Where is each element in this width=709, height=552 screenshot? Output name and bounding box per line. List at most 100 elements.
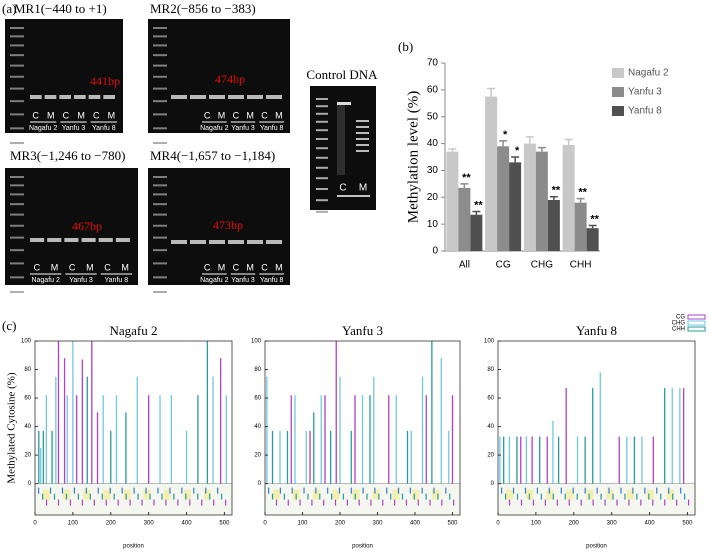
ladder-band (153, 75, 167, 78)
region-block (43, 489, 51, 500)
lane-label: C (233, 262, 240, 272)
site-tick (193, 487, 195, 494)
site-tick (668, 487, 670, 494)
site-tick (295, 493, 297, 500)
subplot-title: Nagafu 2 (109, 323, 157, 338)
y-tick-label: 60 (427, 84, 439, 95)
lane-label: C (204, 262, 211, 272)
sample-label: Yanfu 3 (231, 277, 255, 284)
y-tick-label: 30 (427, 165, 439, 176)
site-tick (548, 487, 550, 494)
lane-label: M (246, 110, 254, 120)
lane-label: M (108, 110, 116, 120)
site-tick (342, 493, 345, 500)
gel-image (148, 168, 290, 285)
ladder-band (153, 203, 167, 206)
site-tick (268, 487, 270, 494)
gel-image (148, 19, 290, 133)
site-tick (608, 487, 610, 494)
region-block (586, 489, 594, 500)
bar (586, 228, 599, 251)
sample-band (209, 95, 225, 99)
y-tick-label: 80 (24, 367, 31, 373)
sample-band (59, 95, 71, 99)
lane-label: M (359, 183, 367, 194)
bar (547, 199, 560, 251)
site-tick (327, 487, 329, 494)
control-band (356, 150, 369, 152)
plot-frame (497, 340, 696, 516)
site-tick (528, 493, 531, 500)
control-band (356, 120, 369, 122)
x-tick-label: 300 (372, 521, 383, 527)
x-tick-label: 100 (531, 521, 542, 527)
sample-label: Yanfu 3 (231, 125, 255, 132)
y-tick-label: 60 (24, 396, 31, 402)
y-tick-label: 0 (432, 246, 438, 257)
y-axis-title: Methylation level (%) (405, 91, 421, 223)
y-tick-label: 50 (427, 111, 439, 122)
significance-mark: ** (552, 185, 561, 197)
ladder-band (10, 113, 24, 116)
site-tick (105, 499, 107, 506)
site-tick (401, 493, 404, 500)
ladder-band (153, 127, 167, 130)
site-tick (516, 493, 519, 500)
site-tick (437, 493, 439, 500)
bar (446, 151, 459, 251)
ladder-band (316, 105, 328, 108)
site-tick (145, 487, 147, 494)
site-tick (688, 499, 690, 506)
site-tick (390, 493, 392, 500)
site-tick (660, 493, 662, 500)
site-tick (65, 493, 68, 500)
site-tick (323, 499, 325, 506)
site-tick (57, 499, 60, 506)
significance-mark: * (515, 145, 520, 157)
gel-title: MR2(−856 to −383) (150, 1, 256, 16)
ladder-band (316, 177, 328, 180)
site-tick (299, 499, 301, 506)
ladder-band (316, 156, 328, 159)
site-tick (449, 493, 451, 500)
sample-label: Nagafu 2 (200, 277, 229, 284)
site-tick (85, 487, 87, 494)
ladder-band (10, 54, 24, 57)
site-tick (315, 487, 317, 494)
site-tick (632, 487, 634, 494)
ladder-band (10, 35, 24, 38)
site-tick (366, 493, 368, 500)
bar (485, 96, 498, 251)
lane-label: C (32, 110, 39, 120)
site-tick (556, 499, 558, 506)
sample-label: Yanfu 8 (92, 125, 116, 132)
y-tick-label: 40 (487, 424, 494, 430)
sample-label: Yanfu 8 (260, 277, 284, 284)
ladder-band (316, 138, 328, 140)
site-tick (271, 493, 274, 500)
region-block (352, 489, 360, 500)
ladder-band (10, 27, 24, 29)
site-tick (656, 487, 658, 494)
site-tick (334, 499, 337, 506)
y-tick-label: 70 (427, 58, 439, 69)
site-tick (189, 499, 191, 506)
ladder-band (316, 199, 328, 202)
y-tick-label: 0 (28, 481, 32, 487)
legend-swatch (612, 106, 624, 116)
panel-label: (a) (2, 1, 16, 16)
ladder-band (316, 210, 328, 213)
ladder-band (10, 193, 24, 196)
site-tick (173, 493, 175, 500)
site-tick (604, 499, 606, 506)
y-tick-label: 100 (251, 339, 262, 345)
site-tick (644, 487, 646, 494)
site-tick (157, 487, 159, 494)
site-tick (113, 493, 115, 500)
site-tick (421, 487, 423, 494)
significance-mark: ** (578, 187, 587, 199)
y-tick-label: 0 (258, 481, 262, 487)
site-tick (77, 493, 79, 500)
sample-band (171, 240, 187, 244)
